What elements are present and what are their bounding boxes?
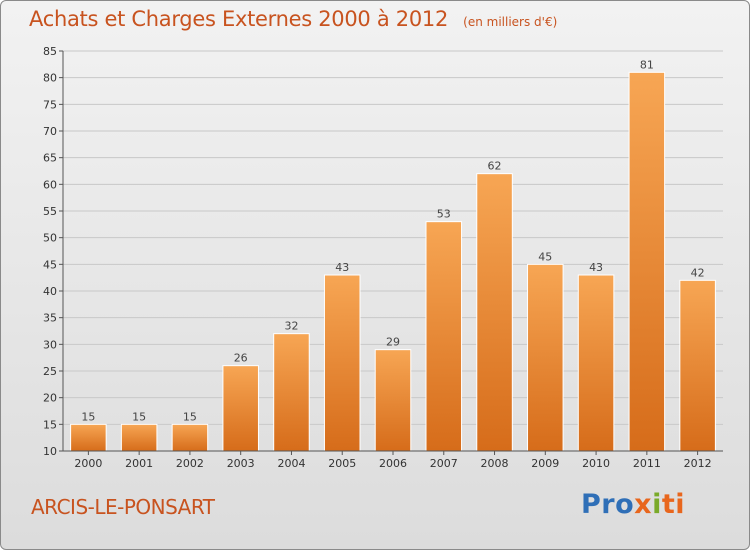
x-tick-label: 2007 [430, 457, 458, 470]
y-tick-label: 85 [43, 45, 57, 58]
bar-value-label: 53 [437, 208, 451, 221]
y-tick-label: 75 [43, 98, 57, 111]
x-tick-label: 2002 [176, 457, 204, 470]
bar-value-label: 26 [234, 352, 248, 365]
axes: 10 15 20 25 30 35 40 45 50 55 60 65 70 75 80 85 2000 2001… [43, 45, 723, 470]
x-tick-label: 2005 [328, 457, 356, 470]
bar-2002 [171, 423, 209, 452]
chart-title: Achats et Charges Externes 2000 à 2012 (… [29, 7, 557, 31]
y-tick-label: 45 [43, 258, 57, 271]
unit-text: (en milliers d'€) [463, 15, 558, 29]
y-tick-label: 70 [43, 125, 57, 138]
title-text: Achats et Charges Externes 2000 à 2012 [29, 7, 449, 31]
bar-value-label: 29 [386, 336, 400, 349]
x-tick-label: 2011 [633, 457, 661, 470]
bar-2008 [476, 173, 513, 452]
bar-2007 [425, 221, 463, 452]
bar-value-label: 43 [335, 261, 349, 274]
bar-2012 [679, 279, 716, 452]
bar-value-label: 42 [691, 266, 705, 279]
bar-2004 [273, 333, 310, 452]
y-tick-label: 80 [43, 72, 57, 85]
bar-2010 [577, 274, 615, 452]
y-tick-label: 55 [43, 205, 57, 218]
bar-2009 [527, 263, 564, 452]
proxiti-logo[interactable]: Proxiti [581, 489, 685, 520]
x-tick-label: 2004 [277, 457, 305, 470]
bar-2000 [70, 423, 107, 452]
y-tick-label: 30 [43, 338, 57, 351]
bar-2006 [374, 349, 412, 452]
bar-2003 [222, 365, 259, 452]
logo-part-4: ti [661, 489, 686, 520]
bars: 15 15 15 26 32 43 29 53 62 45 43 81 42 [70, 58, 716, 452]
x-tick-label: 2003 [227, 457, 255, 470]
bar-value-label: 45 [538, 250, 552, 263]
bar-2011 [628, 71, 666, 452]
x-tick-label: 2009 [531, 457, 559, 470]
y-tick-label: 20 [43, 392, 57, 405]
bar-2005 [323, 274, 361, 452]
bar-value-label: 62 [488, 160, 502, 173]
logo-part-2: x [634, 489, 653, 520]
x-tick-label: 2000 [74, 457, 102, 470]
y-tick-label: 35 [43, 312, 57, 325]
logo-part-1: Pro [581, 489, 635, 520]
x-tick-label: 2012 [684, 457, 712, 470]
bar-value-label: 15 [183, 410, 197, 423]
y-tick-label: 65 [43, 152, 57, 165]
x-tick-label: 2010 [582, 457, 610, 470]
y-tick-label: 25 [43, 365, 57, 378]
bar-value-label: 81 [640, 58, 654, 71]
bar-value-label: 15 [132, 410, 146, 423]
y-tick-label: 10 [43, 445, 57, 458]
x-tick-label: 2001 [125, 457, 153, 470]
bar-value-label: 15 [81, 410, 95, 423]
logo-part-3: i [652, 489, 662, 520]
commune-name: ARCIS-LE-PONSART [31, 495, 215, 519]
bar-value-label: 32 [284, 320, 298, 333]
y-tick-label: 15 [43, 418, 57, 431]
y-tick-label: 60 [43, 178, 57, 191]
y-tick-label: 50 [43, 232, 57, 245]
x-tick-label: 2008 [481, 457, 509, 470]
bar-value-label: 43 [589, 261, 603, 274]
bar-2001 [120, 423, 158, 452]
y-tick-label: 40 [43, 285, 57, 298]
x-tick-label: 2006 [379, 457, 407, 470]
